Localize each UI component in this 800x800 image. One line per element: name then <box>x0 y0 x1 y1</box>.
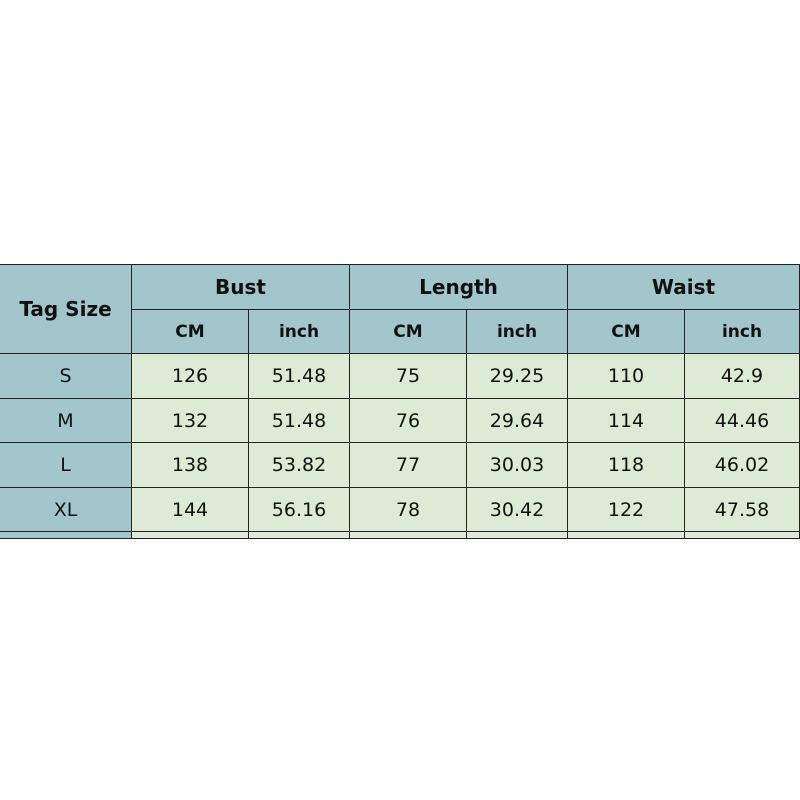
group-header: Bust <box>132 265 350 310</box>
table-cell: 75 <box>350 354 467 399</box>
group-header: Waist <box>568 265 800 310</box>
table-cell: 42.9 <box>685 354 800 399</box>
table-cell: 29.25 <box>467 354 568 399</box>
size-label: S <box>0 354 132 399</box>
partial-row <box>132 532 249 539</box>
partial-row <box>685 532 800 539</box>
unit-header: inch <box>685 310 800 354</box>
table-cell: 110 <box>568 354 685 399</box>
unit-header: inch <box>467 310 568 354</box>
unit-header: inch <box>249 310 350 354</box>
table-cell: 47.58 <box>685 488 800 532</box>
table-cell: 144 <box>132 488 249 532</box>
table-cell: 29.64 <box>467 399 568 443</box>
table-cell: 53.82 <box>249 443 350 488</box>
partial-row <box>568 532 685 539</box>
unit-header: CM <box>350 310 467 354</box>
table-cell: 122 <box>568 488 685 532</box>
table-cell: 126 <box>132 354 249 399</box>
table-cell: 51.48 <box>249 399 350 443</box>
partial-row <box>0 532 132 539</box>
partial-row <box>467 532 568 539</box>
group-header: Length <box>350 265 568 310</box>
table-cell: 76 <box>350 399 467 443</box>
table-cell: 118 <box>568 443 685 488</box>
table-cell: 138 <box>132 443 249 488</box>
size-label: M <box>0 399 132 443</box>
table-cell: 46.02 <box>685 443 800 488</box>
partial-row <box>350 532 467 539</box>
table-cell: 30.42 <box>467 488 568 532</box>
table-cell: 114 <box>568 399 685 443</box>
unit-header: CM <box>568 310 685 354</box>
table-cell: 30.03 <box>467 443 568 488</box>
table-cell: 56.16 <box>249 488 350 532</box>
tag-size-header: Tag Size <box>0 265 132 354</box>
size-label: L <box>0 443 132 488</box>
table-cell: 44.46 <box>685 399 800 443</box>
table-cell: 132 <box>132 399 249 443</box>
size-label: XL <box>0 488 132 532</box>
table-cell: 77 <box>350 443 467 488</box>
size-chart-table: Tag Size Bust Length Waist CM inch CM inch CM inc… <box>0 264 800 539</box>
table-cell: 51.48 <box>249 354 350 399</box>
unit-header: CM <box>132 310 249 354</box>
partial-row <box>249 532 350 539</box>
table-cell: 78 <box>350 488 467 532</box>
